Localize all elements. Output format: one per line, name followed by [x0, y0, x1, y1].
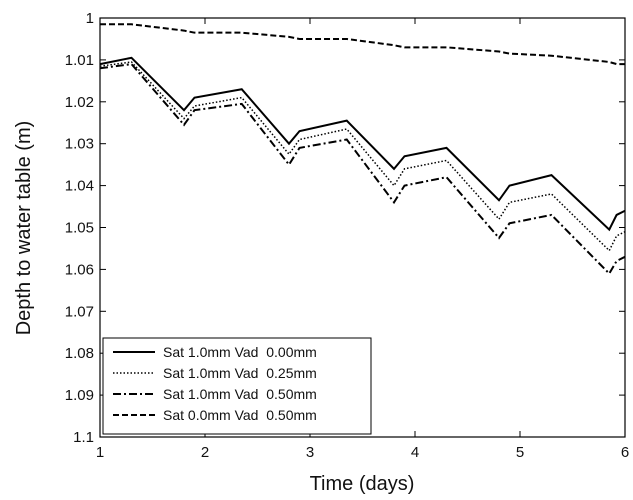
legend-box — [102, 337, 372, 435]
x-axis-label: Time (days) — [310, 473, 415, 495]
series-line — [99, 56, 626, 232]
y-tick-label: 1.05 — [65, 220, 94, 237]
y-tick-label: 1.03 — [65, 136, 94, 153]
series-line — [99, 63, 626, 276]
y-tick-label: 1.02 — [65, 94, 94, 111]
y-tick-label: 1.1 — [73, 429, 94, 446]
y-tick-label: 1.06 — [65, 261, 94, 278]
y-tick-label: 1 — [86, 10, 94, 27]
x-tick-label: 3 — [306, 444, 314, 461]
x-tick-label: 4 — [411, 444, 419, 461]
legend-label: Sat 1.0mm Vad 0.50mm — [163, 386, 317, 402]
legend-label: Sat 0.0mm Vad 0.50mm — [163, 407, 317, 423]
series-line — [99, 61, 626, 252]
y-tick-label: 1.08 — [65, 345, 94, 362]
x-tick-label: 2 — [201, 444, 209, 461]
legend-label: Sat 1.0mm Vad 0.25mm — [163, 365, 317, 381]
y-tick-label: 1.04 — [65, 178, 94, 195]
series-line — [100, 23, 625, 66]
y-tick-label: 1.01 — [65, 52, 94, 69]
y-axis-label: Depth to water table (m) — [13, 121, 35, 336]
legend-label: Sat 1.0mm Vad 0.00mm — [163, 344, 317, 360]
x-tick-label: 1 — [96, 444, 104, 461]
x-tick-label: 5 — [516, 444, 524, 461]
legend: Sat 1.0mm Vad 0.00mm Sat 1.0mm Vad 0.25mm… — [102, 337, 372, 435]
x-tick-label: 6 — [621, 444, 629, 461]
y-tick-label: 1.09 — [65, 387, 94, 404]
y-tick-label: 1.07 — [65, 303, 94, 320]
